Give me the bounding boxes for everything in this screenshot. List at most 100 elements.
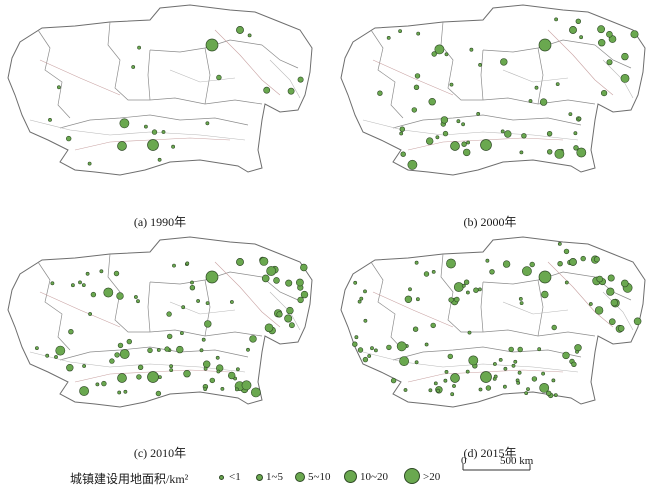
town-symbol [357,347,364,353]
town-symbol [370,346,374,351]
legend-symbol-1-5 [256,474,263,481]
town-symbol [633,317,642,326]
town-symbol [478,387,483,392]
town-symbol [169,368,174,373]
town-symbol [519,150,524,155]
town-symbol [259,256,269,266]
town-symbol [539,98,548,106]
river-line [362,119,579,141]
town-symbol [353,280,358,285]
town-symbol [463,279,470,285]
town-symbol [551,378,556,383]
town-symbol [126,338,133,345]
town-symbol [411,107,418,113]
town-symbol [399,356,409,367]
town-symbol [199,348,204,353]
town-symbol [117,390,122,395]
town-symbol [68,328,74,335]
town-symbol [524,391,529,396]
scale-bar-end: 500 km [500,455,534,467]
town-symbol-large [538,38,552,52]
town-symbol [554,148,565,159]
river-line [362,351,579,373]
town-symbol [485,258,490,263]
town-symbol [88,312,93,316]
town-symbol [531,376,538,382]
town-symbol [78,280,82,285]
town-symbol [151,129,158,135]
road-line [39,291,121,328]
legend-symbol-10-20 [344,470,357,483]
legend: 城镇建设用地面积/km² <1 1~5 5~10 10~20 >20 0 500… [0,455,650,486]
town-symbol [390,377,397,384]
town-symbol [249,335,257,343]
town-symbol [161,130,166,134]
town-symbol [521,133,527,139]
legend-label-10-20: 10~20 [360,471,388,483]
town-symbol [431,51,437,57]
town-symbol [354,335,359,340]
town-symbol [203,366,208,371]
town-symbol [503,366,508,371]
town-symbol [136,374,142,380]
town-symbol [136,299,140,304]
town-symbol [620,279,629,288]
town-symbol [109,358,115,364]
town-symbol [228,371,236,380]
town-symbol [425,137,434,145]
county-boundary [37,261,71,351]
road-line [214,261,281,328]
town-symbol [414,360,419,365]
town-symbol [517,370,522,375]
road-line [39,59,121,96]
town-symbol [203,360,211,368]
town-symbol [454,296,460,303]
town-symbol-large [205,38,219,52]
town-symbol [557,241,562,246]
town-symbol [45,353,50,358]
county-boundary [392,114,582,129]
town-symbol [442,130,449,137]
river-line [269,59,301,99]
town-symbol [478,63,483,67]
town-symbol [502,384,507,389]
town-symbol [452,384,456,388]
town-symbol [574,344,582,352]
town-symbol [416,31,421,36]
town-symbol [517,346,523,353]
town-symbol [101,380,107,387]
legend-label-5-10: 5~10 [308,471,331,483]
town-symbol [414,260,419,265]
county-boundary [261,276,299,301]
county-boundary [204,47,211,105]
town-symbol [48,118,52,122]
town-symbol [621,52,629,61]
town-symbol [456,119,461,124]
town-symbol [444,369,449,374]
town-symbol [601,89,608,97]
town-symbol [423,271,430,277]
town-symbol [363,289,367,294]
town-symbol [528,99,533,103]
town-symbol [449,82,454,87]
town-symbol-large [480,371,492,383]
map-figure [7,4,646,408]
town-symbol [519,301,524,306]
town-symbol [203,387,208,392]
town-symbol [185,261,190,266]
town-symbol [568,112,573,117]
town-symbol [489,269,495,275]
town-symbol-large [147,139,159,151]
town-symbol [597,25,605,34]
town-symbol [181,305,186,310]
town-symbol [398,29,403,34]
town-symbol [508,346,514,353]
town-symbol-large [236,26,244,34]
town-symbol-large [205,270,219,284]
town-symbol [90,291,97,298]
town-symbol [264,323,274,333]
town-symbol [133,295,138,299]
town-symbol [571,361,577,368]
map-panel [7,4,313,176]
town-symbol [408,287,412,292]
